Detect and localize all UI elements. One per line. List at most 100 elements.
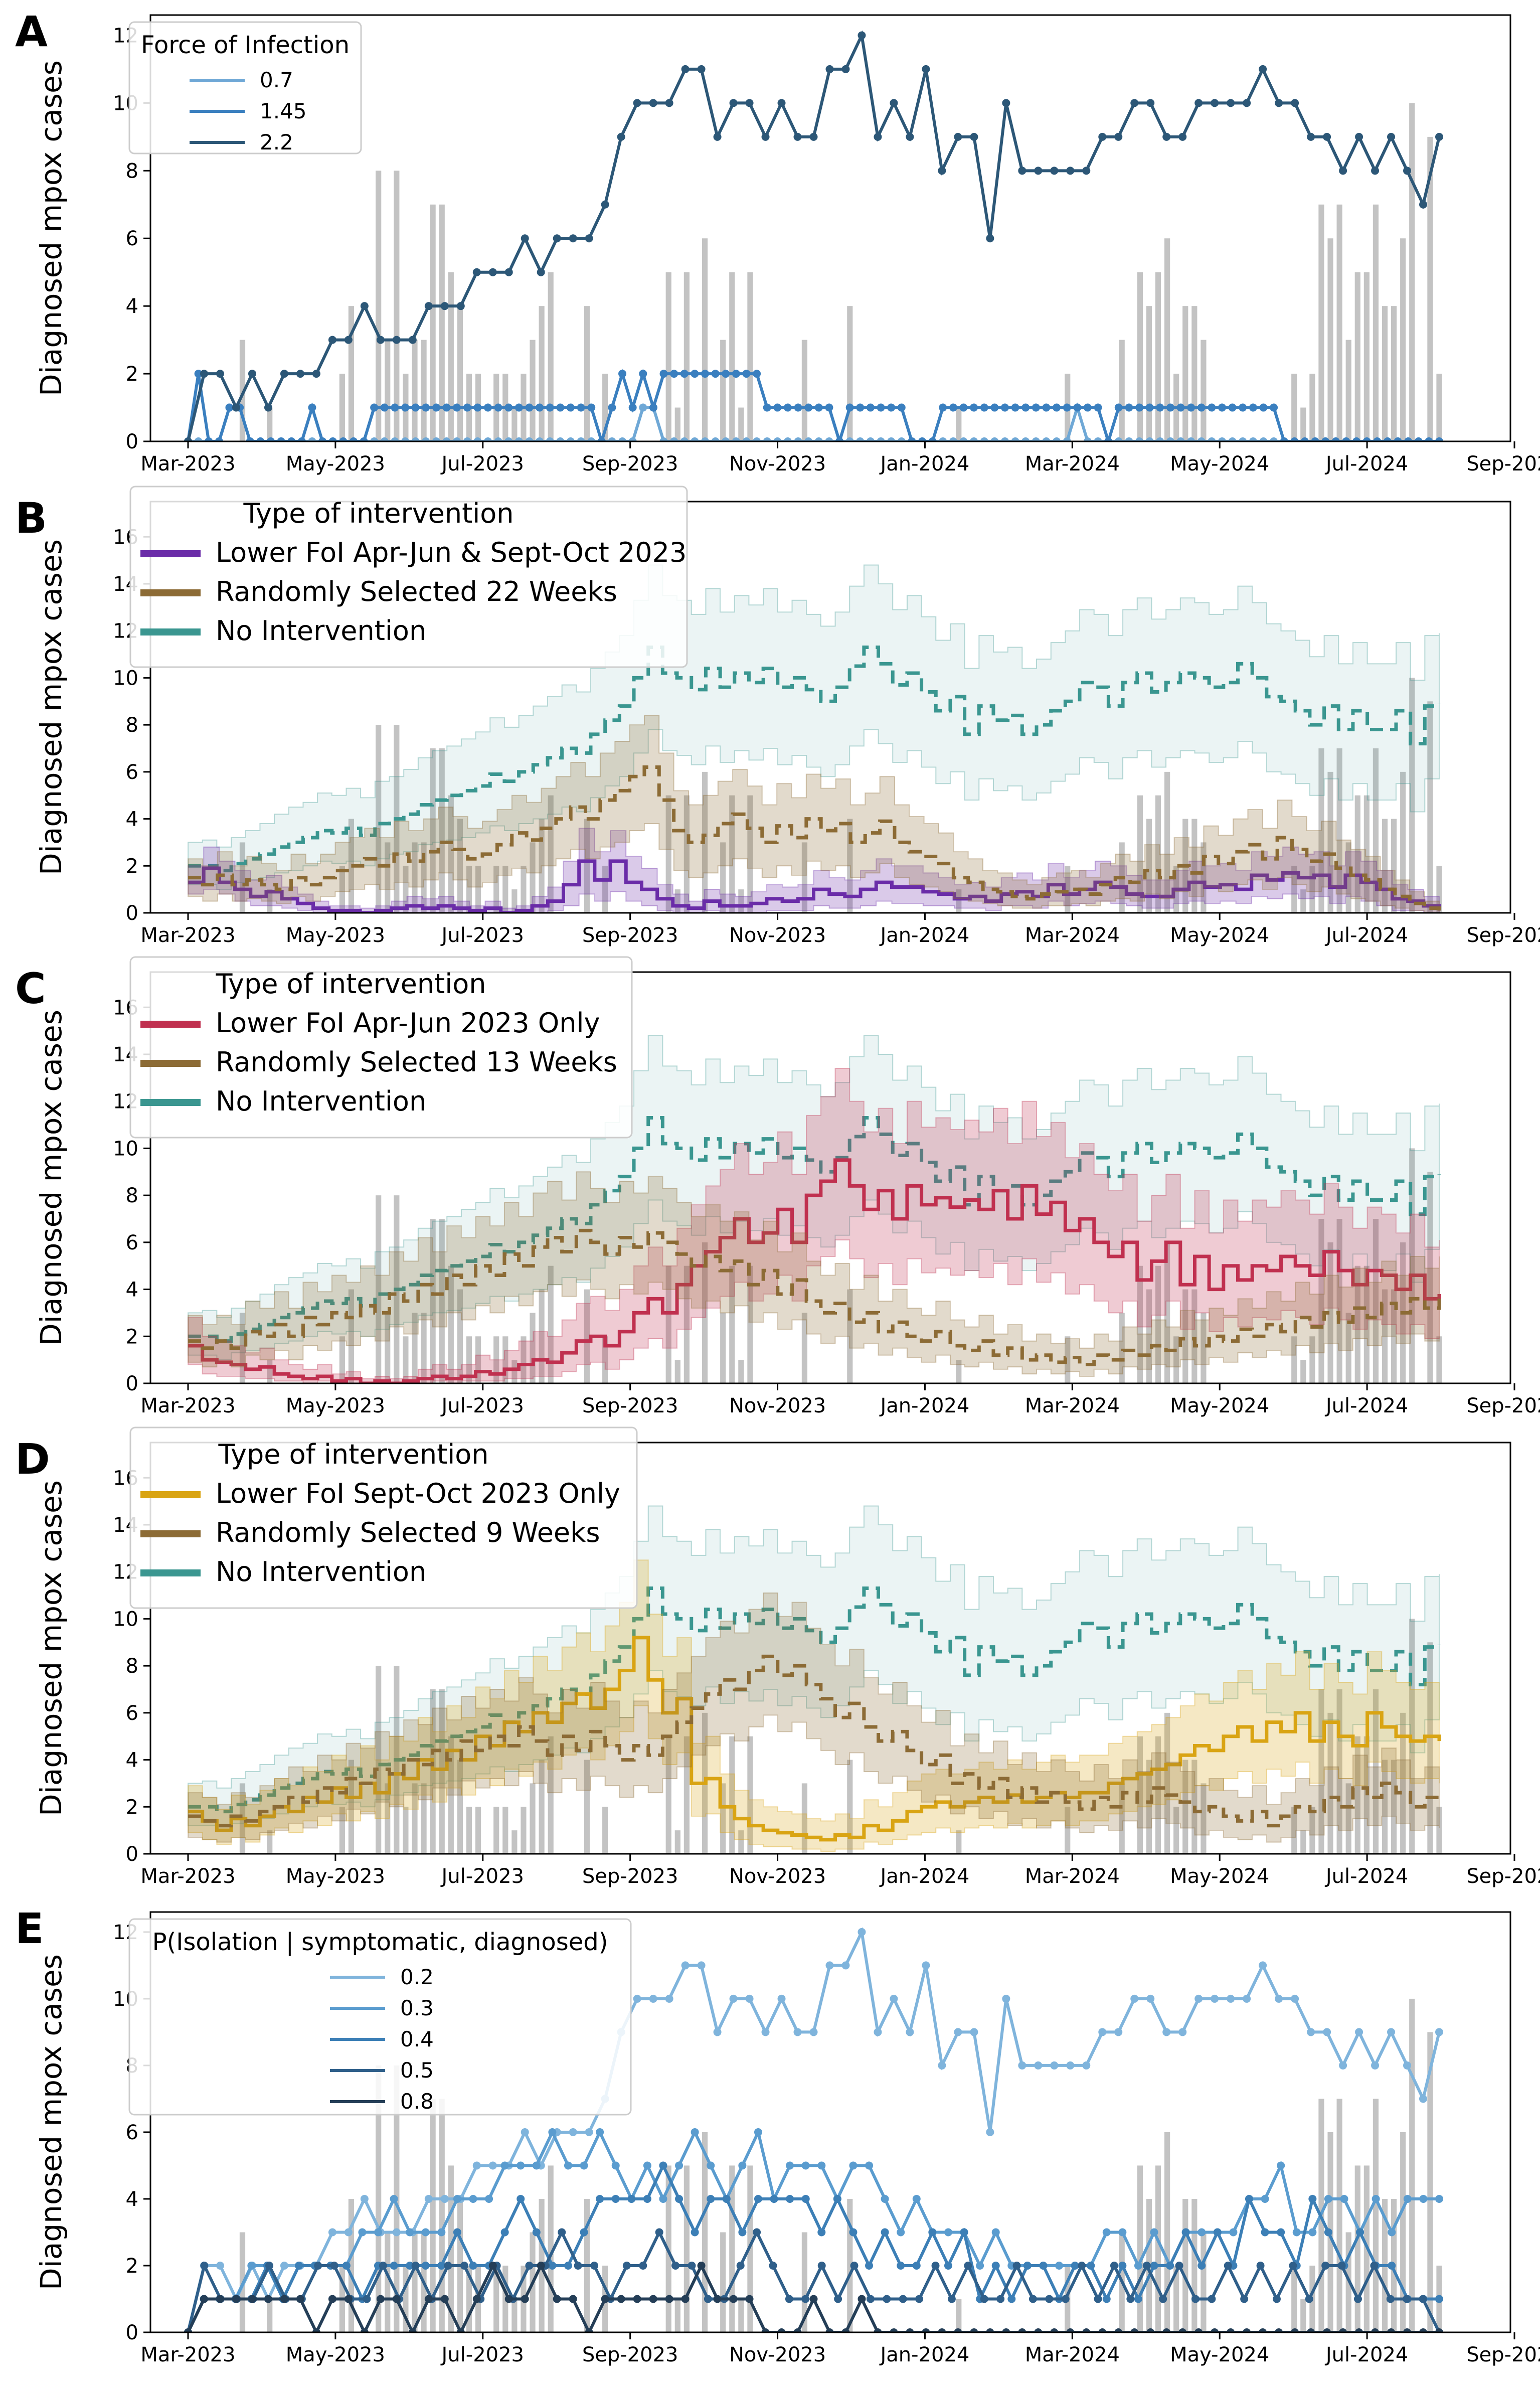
observed-bar: [801, 340, 808, 441]
y-tick-label: 6: [126, 761, 138, 784]
data-point: [1094, 437, 1102, 441]
legend-entry: Randomly Selected 22 Weeks: [216, 576, 617, 607]
observed-bar: [376, 725, 382, 913]
x-tick-label: Sep-2023: [582, 924, 678, 947]
observed-bar: [1427, 701, 1433, 913]
data-point: [874, 2028, 882, 2036]
data-point: [601, 2295, 609, 2303]
legend-entry: Lower FoI Apr-Jun & Sept-Oct 2023: [216, 537, 687, 568]
x-tick-label: Mar-2023: [140, 452, 235, 475]
data-point: [1145, 403, 1154, 412]
data-point: [1211, 99, 1219, 107]
x-tick-label: Mar-2024: [1025, 452, 1120, 475]
data-point: [753, 2228, 761, 2237]
data-point: [437, 2261, 446, 2270]
y-tick-label: 2: [126, 855, 138, 878]
data-point: [232, 2295, 240, 2303]
x-tick-label: Mar-2024: [1025, 924, 1120, 947]
data-point: [406, 2261, 414, 2270]
data-point: [601, 200, 609, 209]
observed-bar: [602, 374, 608, 441]
data-point: [194, 370, 203, 378]
data-point: [964, 2261, 972, 2270]
data-point: [1142, 2261, 1151, 2270]
data-point: [1063, 437, 1071, 441]
data-point: [1011, 437, 1019, 441]
data-point: [865, 2161, 874, 2170]
observed-bar: [439, 748, 445, 913]
x-tick-label: Nov-2023: [729, 1394, 826, 1417]
observed-bar: [421, 1313, 427, 1383]
data-point: [1021, 437, 1030, 441]
data-point: [532, 2161, 541, 2170]
data-point: [473, 437, 482, 441]
data-point: [314, 2261, 322, 2270]
data-point: [1130, 2328, 1139, 2332]
data-point: [912, 2194, 921, 2203]
data-point: [1156, 403, 1164, 412]
data-point: [713, 2295, 722, 2303]
data-point: [1353, 2295, 1362, 2303]
data-point: [1194, 1994, 1203, 2003]
data-point: [1383, 437, 1392, 441]
data-point: [814, 437, 823, 441]
data-point: [1337, 2261, 1346, 2270]
observed-bar: [511, 1830, 518, 1854]
data-point: [537, 268, 545, 276]
data-point: [504, 437, 513, 441]
observed-bar: [1291, 374, 1297, 441]
observed-bar: [1436, 1807, 1442, 1854]
observed-bar: [847, 1289, 853, 1383]
data-point: [566, 403, 575, 412]
data-point: [643, 2161, 651, 2170]
observed-bar: [530, 842, 536, 913]
data-point: [954, 2328, 962, 2332]
data-point: [1272, 2295, 1281, 2303]
y-tick-label: 8: [126, 714, 138, 737]
data-point: [296, 2295, 304, 2303]
data-point: [1259, 403, 1268, 412]
data-point: [814, 403, 823, 412]
data-point: [1125, 403, 1133, 412]
observed-bar: [683, 272, 690, 441]
data-point: [1403, 2194, 1412, 2203]
x-tick-label: May-2024: [1170, 452, 1269, 475]
y-tick-label: 8: [126, 1655, 138, 1678]
observed-bar: [457, 819, 463, 913]
data-point: [866, 437, 875, 441]
observed-bar: [1354, 272, 1360, 441]
observed-bar: [702, 238, 708, 441]
data-point: [1045, 2295, 1054, 2303]
data-point: [922, 65, 930, 73]
ci-band: [188, 1171, 1440, 1377]
data-point: [1324, 2228, 1332, 2237]
data-point: [556, 437, 565, 441]
data-point: [1261, 2194, 1269, 2203]
observed-bar: [956, 407, 962, 441]
observed-bar: [385, 1783, 391, 1854]
data-point: [596, 2194, 604, 2203]
data-point: [753, 437, 761, 441]
data-point: [675, 2194, 683, 2203]
observed-bar: [801, 1313, 808, 1383]
data-point: [424, 302, 433, 310]
data-point: [1082, 2061, 1091, 2070]
legend-entry: 0.2: [400, 1965, 434, 1989]
data-point: [391, 437, 399, 441]
observed-bar: [1345, 1783, 1351, 1854]
data-point: [1055, 2261, 1064, 2270]
data-point: [1114, 132, 1123, 141]
data-point: [777, 1994, 786, 2003]
data-point: [1291, 1994, 1299, 2003]
x-tick-label: Jan-2024: [879, 1865, 969, 1888]
legend-entry: Randomly Selected 13 Weeks: [216, 1046, 617, 1078]
data-point: [990, 403, 999, 412]
data-point: [442, 437, 451, 441]
observed-bar: [502, 866, 508, 913]
observed-bar: [674, 1830, 680, 1854]
legend-entry: No Intervention: [216, 1085, 426, 1117]
data-point: [786, 2194, 794, 2203]
data-point: [856, 437, 865, 441]
data-point: [931, 2261, 940, 2270]
data-point: [1227, 1994, 1235, 2003]
